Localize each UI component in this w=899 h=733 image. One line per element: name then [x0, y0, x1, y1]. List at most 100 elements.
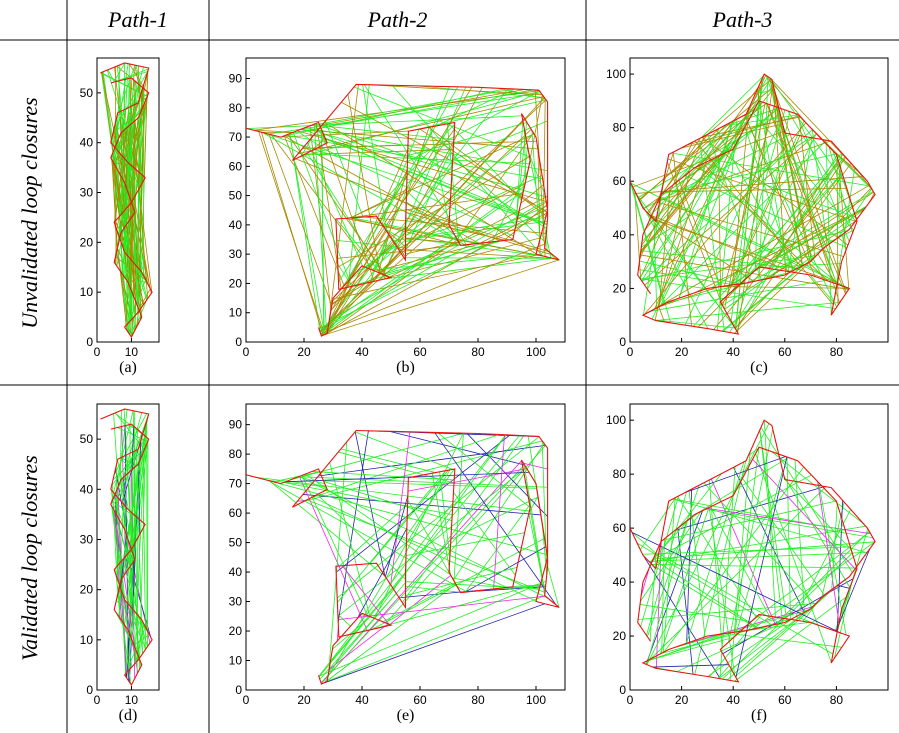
loop-closure-line — [735, 269, 779, 329]
loop-closure-line — [283, 482, 453, 516]
loop-closure-line — [643, 555, 721, 679]
loop-closure-line — [255, 476, 530, 512]
loop-closure-line — [117, 140, 141, 188]
y-tick-label: 10 — [229, 654, 243, 668]
loop-closure-line — [678, 133, 743, 299]
loop-closure-line — [429, 126, 450, 226]
loop-closure-line — [328, 441, 348, 672]
loop-closure-line — [520, 184, 544, 204]
y-tick-label: 100 — [606, 413, 626, 427]
loop-closure-line — [306, 152, 387, 279]
loop-closure-line — [646, 423, 770, 665]
loop-closure-line — [369, 234, 390, 283]
loop-closure-line — [326, 595, 545, 682]
loop-closure-line — [735, 585, 838, 677]
loop-closure-line — [752, 458, 856, 570]
loop-closure-line — [640, 495, 679, 627]
loop-closure-line — [699, 138, 725, 332]
loop-closure-line — [739, 172, 843, 285]
trajectory-line — [246, 429, 560, 685]
loop-closure-line — [134, 65, 144, 107]
loop-closure-line — [116, 64, 121, 150]
loop-closure-line — [312, 496, 539, 603]
loop-closure-line — [318, 444, 546, 477]
loop-closure-line — [307, 142, 364, 267]
loop-closure-line — [798, 115, 816, 258]
loop-closure-line — [660, 618, 793, 654]
loop-closure-line — [763, 420, 776, 618]
loop-closure-line — [386, 195, 548, 279]
y-tick-label: 80 — [229, 447, 243, 461]
column-header-path-2: Path-2 — [367, 7, 428, 32]
loop-closure-line — [730, 152, 843, 293]
loop-closure-line — [794, 459, 805, 613]
loop-closure-line — [736, 633, 842, 648]
y-tick-label: 50 — [80, 86, 94, 100]
chart-panel-c: 0 20 40 60 80 100 0 20 40 60 80 (c) — [600, 50, 898, 376]
loop-closure-line — [742, 478, 825, 596]
loop-closure-line — [368, 583, 541, 631]
x-tick-label: 20 — [675, 693, 689, 707]
y-tick-label: 30 — [229, 595, 243, 609]
plot-frame — [629, 57, 889, 343]
loop-closure-line — [287, 134, 387, 276]
loop-closure-line — [329, 462, 371, 617]
y-tick-label: 90 — [229, 71, 243, 85]
loop-closure-line — [353, 86, 530, 158]
loop-closure-line — [321, 145, 325, 335]
loop-closure-line — [734, 187, 872, 329]
y-tick-label: 40 — [613, 575, 627, 589]
loop-closure-line — [296, 130, 321, 147]
loop-closure-line — [735, 470, 784, 636]
loop-closure-line — [759, 429, 788, 622]
loop-closure-line — [111, 159, 118, 250]
loop-closure-line — [143, 70, 149, 180]
loop-closure-line — [640, 278, 836, 310]
loop-closure-line — [817, 481, 840, 623]
y-tick-label: 10 — [80, 633, 94, 647]
loop-closure-line — [116, 65, 136, 119]
loop-closure-line — [107, 69, 115, 83]
loop-closure-line — [680, 123, 783, 149]
x-tick-label: 80 — [471, 693, 485, 707]
loop-closure-line — [128, 429, 138, 671]
loop-closure-line — [710, 506, 770, 617]
loop-closure-line — [133, 634, 150, 646]
loop-closure-line — [114, 610, 136, 648]
loop-closure-line — [723, 114, 799, 127]
loop-closure-line — [311, 137, 326, 152]
loop-closure-line — [322, 259, 560, 336]
loop-closure-line — [117, 126, 129, 249]
loop-closure-line — [138, 518, 143, 654]
loop-closure-line — [744, 127, 794, 273]
loop-closure-line — [652, 664, 729, 668]
y-tick-label: 40 — [80, 482, 94, 496]
y-tick-label: 80 — [229, 101, 243, 115]
loop-closure-line — [721, 135, 801, 306]
loop-closure-line — [129, 63, 144, 87]
loop-closure-line — [114, 63, 129, 149]
loop-closure-line — [328, 623, 389, 670]
loop-closure-line — [639, 101, 762, 279]
y-tick-label: 60 — [613, 521, 627, 535]
loop-closure-line — [658, 187, 671, 307]
y-tick-label: 90 — [229, 418, 243, 432]
loop-closure-line — [724, 97, 777, 287]
loop-closure-line — [336, 436, 540, 599]
loop-closure-line — [338, 176, 408, 283]
loop-closure-line — [795, 509, 852, 618]
loop-closure-line — [817, 253, 837, 285]
loop-closure-line — [646, 520, 688, 665]
loop-closure-line — [337, 614, 351, 627]
loop-closure-line — [784, 479, 852, 550]
loop-closure-line — [733, 467, 805, 613]
loop-closure-line — [650, 563, 758, 629]
loop-closure-line — [528, 513, 543, 579]
loop-closure-line — [639, 497, 677, 550]
loop-closure-line — [663, 466, 805, 653]
loop-closure-line — [113, 62, 126, 83]
loop-closure-line — [132, 317, 136, 331]
panel-label: (e) — [397, 707, 415, 724]
x-tick-label: 0 — [243, 345, 250, 359]
loop-closure-line — [297, 96, 544, 155]
